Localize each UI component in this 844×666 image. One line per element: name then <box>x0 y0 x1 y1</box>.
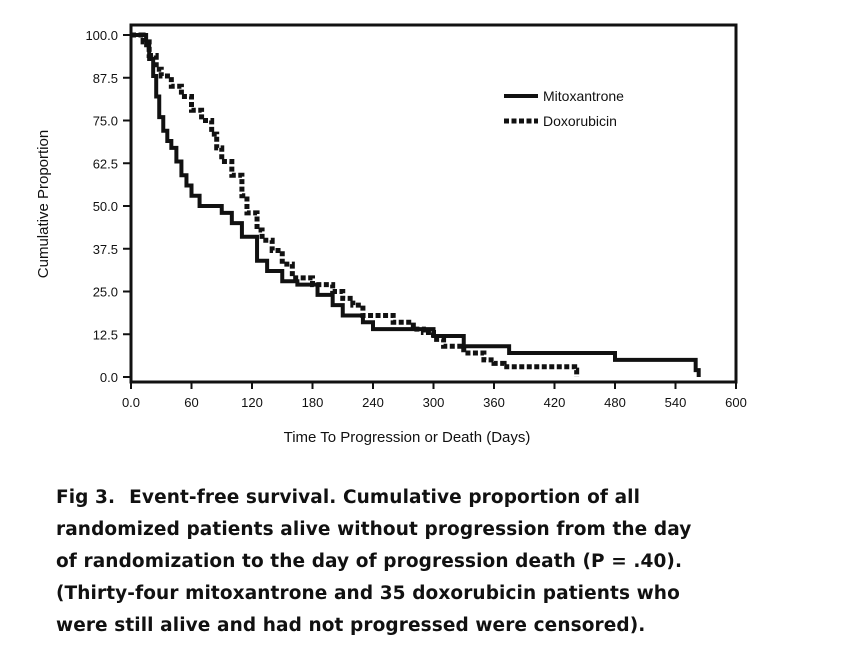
y-tick-label: 62.5 <box>93 156 118 171</box>
survival-chart: 100.0 87.5 75.0 62.5 50.0 37.5 25.0 12.5 0.0 0.0… <box>35 23 747 446</box>
caption-line: randomized patients alive without progre… <box>56 519 692 540</box>
series-layer <box>131 32 701 377</box>
x-tick-label: 540 <box>665 395 687 410</box>
x-tick-label: 240 <box>362 395 384 410</box>
x-tick-label: 0.0 <box>122 395 140 410</box>
y-tick-label: 12.5 <box>93 327 118 342</box>
x-tick-label: 300 <box>423 395 445 410</box>
caption-line: (Thirty-four mitoxantrone and 35 doxorub… <box>56 583 680 604</box>
figure-caption: Fig 3. Event-free survival. Cumulative pr… <box>56 482 756 642</box>
y-tick-label: 0.0 <box>100 370 118 385</box>
x-tick-label: 480 <box>604 395 626 410</box>
caption-line-text: Event-free survival. Cumulative proporti… <box>129 487 641 508</box>
legend-label-mitoxantrone: Mitoxantrone <box>543 88 624 104</box>
caption-figure-label: Fig 3. <box>56 487 116 508</box>
caption-line: Fig 3. Event-free survival. Cumulative pr… <box>56 482 756 514</box>
y-tick-label: 37.5 <box>93 242 118 257</box>
y-tick-label: 25.0 <box>93 285 118 300</box>
x-axis-label: Time To Progression or Death (Days) <box>284 429 531 446</box>
legend: Mitoxantrone Doxorubicin <box>504 88 624 129</box>
plot-frame <box>129 23 738 384</box>
caption-line: of randomization to the day of progressi… <box>56 551 683 572</box>
legend-label-doxorubicin: Doxorubicin <box>543 113 617 129</box>
y-tick-label: 75.0 <box>93 114 118 129</box>
y-tick-label: 100.0 <box>85 28 118 43</box>
x-tick-label: 360 <box>483 395 505 410</box>
x-tick-label: 60 <box>184 395 198 410</box>
x-tick-label: 120 <box>241 395 263 410</box>
y-axis-label: Cumulative Proportion <box>35 130 52 278</box>
x-tick-label: 180 <box>302 395 324 410</box>
x-axis-ticks: 0.0 60 120 180 240 300 360 420 480 540 600 <box>122 382 747 410</box>
caption-line: were still alive and had not progressed … <box>56 615 646 636</box>
x-tick-label: 420 <box>544 395 566 410</box>
y-axis-ticks: 100.0 87.5 75.0 62.5 50.0 37.5 25.0 12.5 0.0 <box>85 28 131 385</box>
y-tick-label: 50.0 <box>93 199 118 214</box>
series-line-doxorubicin <box>131 32 580 377</box>
x-tick-label: 600 <box>725 395 747 410</box>
y-tick-label: 87.5 <box>93 71 118 86</box>
